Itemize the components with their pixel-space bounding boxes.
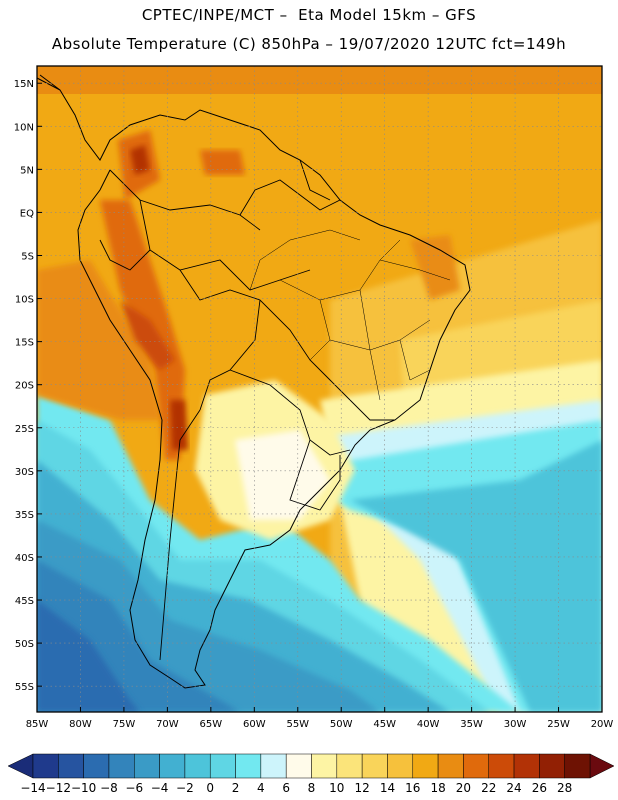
colorbar-tick-label: 4: [257, 781, 265, 795]
colorbar-under-arrow: [7, 753, 34, 779]
colorbar-swatch: [108, 753, 135, 779]
lon-label: 50W: [330, 719, 353, 730]
colorbar-swatch: [539, 753, 565, 779]
map-title-line2: Absolute Temperature (C) 850hPa – 19/07/…: [51, 35, 567, 53]
colorbar-tick-label: 28: [557, 781, 572, 795]
lat-label: 40S: [15, 553, 34, 564]
lat-label: 5N: [20, 165, 34, 176]
colorbar-swatch: [437, 753, 464, 779]
colorbar-tick-label: −6: [125, 781, 143, 795]
lat-label: 10N: [14, 122, 34, 133]
colorbar-swatch: [32, 753, 59, 779]
map-title-line1: CPTEC/INPE/MCT – Eta Model 15km – GFS: [141, 6, 477, 24]
colorbar-tick-label: 16: [405, 781, 420, 795]
colorbar-tick-label: 18: [430, 781, 445, 795]
colorbar-swatch: [387, 753, 414, 779]
colorbar-swatch: [58, 753, 84, 779]
lon-label: 35W: [460, 719, 483, 730]
lon-label: 60W: [243, 719, 266, 730]
lat-label: 15S: [15, 338, 34, 349]
coastline: [37, 74, 471, 689]
colorbar-tick-label: 6: [282, 781, 290, 795]
lon-label: 75W: [113, 719, 136, 730]
lat-label: 5S: [21, 251, 34, 262]
lon-label: 40W: [417, 719, 440, 730]
lon-label: 25W: [547, 719, 570, 730]
lon-label: 85W: [26, 719, 49, 730]
lon-label: 65W: [200, 719, 223, 730]
lat-label: 50S: [15, 639, 34, 650]
lat-label: 30S: [15, 467, 34, 478]
colorbar-tick-label: 10: [329, 781, 344, 795]
lat-label: 20S: [15, 381, 34, 392]
colorbar-swatch: [209, 753, 236, 779]
colorbar-swatch: [412, 753, 439, 779]
lon-label: 30W: [504, 719, 527, 730]
colorbar-tick-label: −14: [20, 781, 45, 795]
lon-label: 45W: [373, 719, 396, 730]
lat-label: 35S: [15, 510, 34, 521]
lat-label: 55S: [15, 682, 34, 693]
colorbar-tick-label: 24: [506, 781, 521, 795]
latitude-ticks: 15N 10N 5N EQ 5S 10S 15S 20S 25S 30S 35S 40S 45S 50S 5…: [14, 79, 42, 693]
lon-label: 70W: [156, 719, 179, 730]
colorbar-swatch: [361, 753, 388, 779]
colorbar-swatch: [564, 753, 591, 779]
colorbar-swatch: [134, 753, 160, 779]
colorbar-tick-label: −8: [100, 781, 118, 795]
colorbar-tick-label: 12: [354, 781, 369, 795]
colorbar-swatch: [260, 753, 287, 779]
colorbar-swatch: [285, 753, 312, 779]
colorbar-tick-label: 20: [456, 781, 471, 795]
lat-label: 15N: [14, 79, 34, 90]
colorbar-tick-label: 26: [532, 781, 547, 795]
map-frame: [36, 65, 603, 713]
lat-label: EQ: [20, 208, 34, 219]
state-borders: [249, 229, 451, 401]
colorbar-tick-label: 2: [232, 781, 240, 795]
colorbar-swatch: [513, 753, 540, 779]
colorbar-swatch: [336, 753, 363, 779]
colorbar-swatch: [83, 753, 110, 779]
colorbar-swatch: [488, 753, 515, 779]
colorbar-tick-label: −4: [151, 781, 169, 795]
longitude-ticks: 85W 80W 75W 70W 65W 60W 55W 50W 45W 40W 35W 30W 25W 2…: [26, 707, 614, 730]
lat-label: 10S: [15, 295, 34, 306]
lon-label: 55W: [286, 719, 309, 730]
colorbar-tick-label: 8: [308, 781, 316, 795]
lon-label: 80W: [69, 719, 92, 730]
colorbar-swatch: [235, 753, 262, 779]
lon-label: 20W: [591, 719, 614, 730]
colorbar-tick-label: 0: [206, 781, 214, 795]
colorbar-over-arrow: [589, 753, 615, 779]
colorbar-swatch: [311, 753, 338, 779]
lat-label: 25S: [15, 424, 34, 435]
colorbar-tick-label: 14: [380, 781, 395, 795]
colorbar-swatch: [463, 753, 489, 779]
colorbar-tick-label: −12: [46, 781, 71, 795]
colorbar-swatch: [159, 753, 186, 779]
colorbar-swatch: [184, 753, 211, 779]
colorbar-tick-label: −10: [71, 781, 96, 795]
colorbar-tick-label: 22: [481, 781, 496, 795]
colorbar-tick-label: −2: [176, 781, 194, 795]
lat-label: 45S: [15, 596, 34, 607]
